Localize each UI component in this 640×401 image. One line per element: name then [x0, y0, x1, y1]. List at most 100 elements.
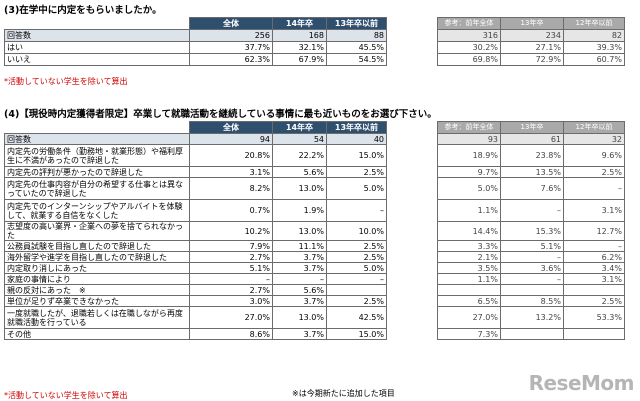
q4-row: 公務員試験を目指し直したので辞退した 7.9% 11.1% 2.5% 3.3% 5.1% – — [4, 240, 625, 252]
reference-cell: 23.8% — [500, 144, 564, 167]
value-cell: 88 — [326, 29, 387, 42]
value-cell: – — [272, 273, 327, 285]
column-gap — [386, 328, 438, 340]
reference-cell: 3.1% — [563, 199, 625, 222]
reference-cell: 6.2% — [563, 251, 625, 263]
column-gap — [386, 166, 438, 178]
value-cell: – — [326, 199, 387, 222]
q4-row: 内定先でのインターンシップやアルバイトを体験して、就業する自信をなくした 0.7%… — [4, 199, 625, 222]
row-label: 内定先の仕事内容が自分の希望する仕事とは異なっていたので辞退した — [4, 177, 190, 200]
q3-header-blank — [4, 17, 190, 30]
reference-cell — [563, 284, 625, 296]
q4-row: その他 8.6% 3.7% 15.0% 7.3% — [4, 328, 625, 340]
row-label: その他 — [4, 328, 190, 340]
value-cell: 8.2% — [189, 177, 273, 200]
q3-title: (3)在学中に内定をもらいましたか。 — [4, 5, 162, 16]
column-gap — [386, 251, 438, 263]
q3-header-ref-12: 12年卒以前 — [563, 17, 625, 30]
value-cell: 5.0% — [326, 177, 387, 200]
reference-cell: 13.5% — [500, 166, 564, 178]
reference-cell: 8.5% — [500, 295, 564, 307]
q4-row: 内定先の仕事内容が自分の希望する仕事とは異なっていたので辞退した 8.2% 13.0… — [4, 177, 625, 200]
q4-header-blank — [4, 121, 190, 134]
value-cell: 15.0% — [326, 144, 387, 167]
reference-cell: 39.3% — [563, 41, 625, 54]
q4-row: 海外留学や進学を目指し直したので辞退した 2.7% 3.7% 2.5% 2.1% –6.2… — [4, 251, 625, 263]
value-cell: 2.5% — [326, 295, 387, 307]
q4-count-row: 回答数 94 54 40 93 61 32 — [4, 133, 625, 145]
reference-cell: – — [500, 273, 564, 285]
q3-header-13: 13年卒以前 — [326, 17, 387, 30]
reference-cell: 93 — [437, 133, 501, 145]
reference-cell: 61 — [500, 133, 564, 145]
row-label: 回答数 — [4, 133, 190, 145]
reference-cell: 9.6% — [563, 144, 625, 167]
reference-cell: – — [563, 240, 625, 252]
column-gap — [386, 53, 438, 66]
reference-cell: 7.3% — [437, 328, 501, 340]
column-gap — [386, 306, 438, 329]
q3-row: はい 37.7% 32.1% 45.5% 30.2% 27.1% 39.3% — [4, 41, 625, 54]
value-cell: 0.7% — [189, 199, 273, 222]
value-cell: 3.7% — [272, 328, 327, 340]
row-label: 内定先の労働条件（勤務地・就業形態）や福利厚生に不満があったので辞退した — [4, 144, 190, 167]
q3-header-ref-13: 13年卒 — [500, 17, 564, 30]
q4-header-ref-12: 12年卒以前 — [563, 121, 625, 134]
q4-note: *活動していない学生を除いて算出 — [4, 391, 128, 400]
q3-count-row: 回答数 256 168 88 316 234 82 — [4, 29, 625, 42]
reference-cell: 82 — [563, 29, 625, 42]
q4-row: 志望度の高い業界・企業への夢を捨てられなかった 10.2% 13.0% 10.0% 14… — [4, 221, 625, 241]
q3-header-gap — [386, 17, 438, 30]
reference-cell: 15.3% — [500, 221, 564, 241]
reference-cell: 14.4% — [437, 221, 501, 241]
row-label: いいえ — [4, 53, 190, 66]
q4-row: 内定先の労働条件（勤務地・就業形態）や福利厚生に不満があったので辞退した 20.8… — [4, 144, 625, 167]
value-cell: 3.1% — [189, 166, 273, 178]
value-cell: 5.1% — [189, 262, 273, 274]
column-gap — [386, 240, 438, 252]
reference-cell: 2.1% — [437, 251, 501, 263]
value-cell: 2.5% — [326, 166, 387, 178]
value-cell: 3.7% — [272, 251, 327, 263]
value-cell: 45.5% — [326, 41, 387, 54]
q4-header-row: 全体 14年卒 13年卒以前 参考：前年全体 13年卒 12年卒以前 — [4, 121, 625, 134]
column-gap — [386, 41, 438, 54]
value-cell: 5.6% — [272, 166, 327, 178]
q3-table: 全体 14年卒 13年卒以前 参考：前年全体 13年卒 12年卒以前 回答数 25… — [4, 17, 625, 66]
reference-cell: 5.0% — [437, 177, 501, 200]
reference-cell — [437, 284, 501, 296]
reference-cell: 60.7% — [563, 53, 625, 66]
q3-note: *活動していない学生を除いて算出 — [4, 77, 128, 86]
value-cell: 40 — [326, 133, 387, 145]
reference-cell: – — [500, 199, 564, 222]
reference-cell: 53.3% — [563, 306, 625, 329]
q4-footnote: ※は今期新たに追加した項目 — [292, 389, 395, 398]
reference-cell — [500, 328, 564, 340]
reference-cell: – — [500, 251, 564, 263]
row-label: 親の反対にあった ※ — [4, 284, 190, 296]
reference-cell: 3.5% — [437, 262, 501, 274]
reference-cell: 316 — [437, 29, 501, 42]
value-cell: 54 — [272, 133, 327, 145]
value-cell: 3.7% — [272, 295, 327, 307]
value-cell: 10.0% — [326, 221, 387, 241]
reference-cell: 1.1% — [437, 273, 501, 285]
reference-cell: 13.2% — [500, 306, 564, 329]
row-label: 内定先でのインターンシップやアルバイトを体験して、就業する自信をなくした — [4, 199, 190, 222]
value-cell: 42.5% — [326, 306, 387, 329]
row-label: 内定先の評判が悪かったので辞退した — [4, 166, 190, 178]
reference-cell: 32 — [563, 133, 625, 145]
value-cell: 5.0% — [326, 262, 387, 274]
reference-cell: 72.9% — [500, 53, 564, 66]
reference-cell: 9.7% — [437, 166, 501, 178]
value-cell: 37.7% — [189, 41, 273, 54]
q4-header-ref-13: 13年卒 — [500, 121, 564, 134]
value-cell: 13.0% — [272, 306, 327, 329]
row-label: 公務員試験を目指し直したので辞退した — [4, 240, 190, 252]
value-cell: 2.5% — [326, 251, 387, 263]
column-gap — [386, 284, 438, 296]
reference-cell: 3.3% — [437, 240, 501, 252]
q3-header-row: 全体 14年卒 13年卒以前 参考：前年全体 13年卒 12年卒以前 — [4, 17, 625, 30]
value-cell: 3.7% — [272, 262, 327, 274]
value-cell: 168 — [272, 29, 327, 42]
